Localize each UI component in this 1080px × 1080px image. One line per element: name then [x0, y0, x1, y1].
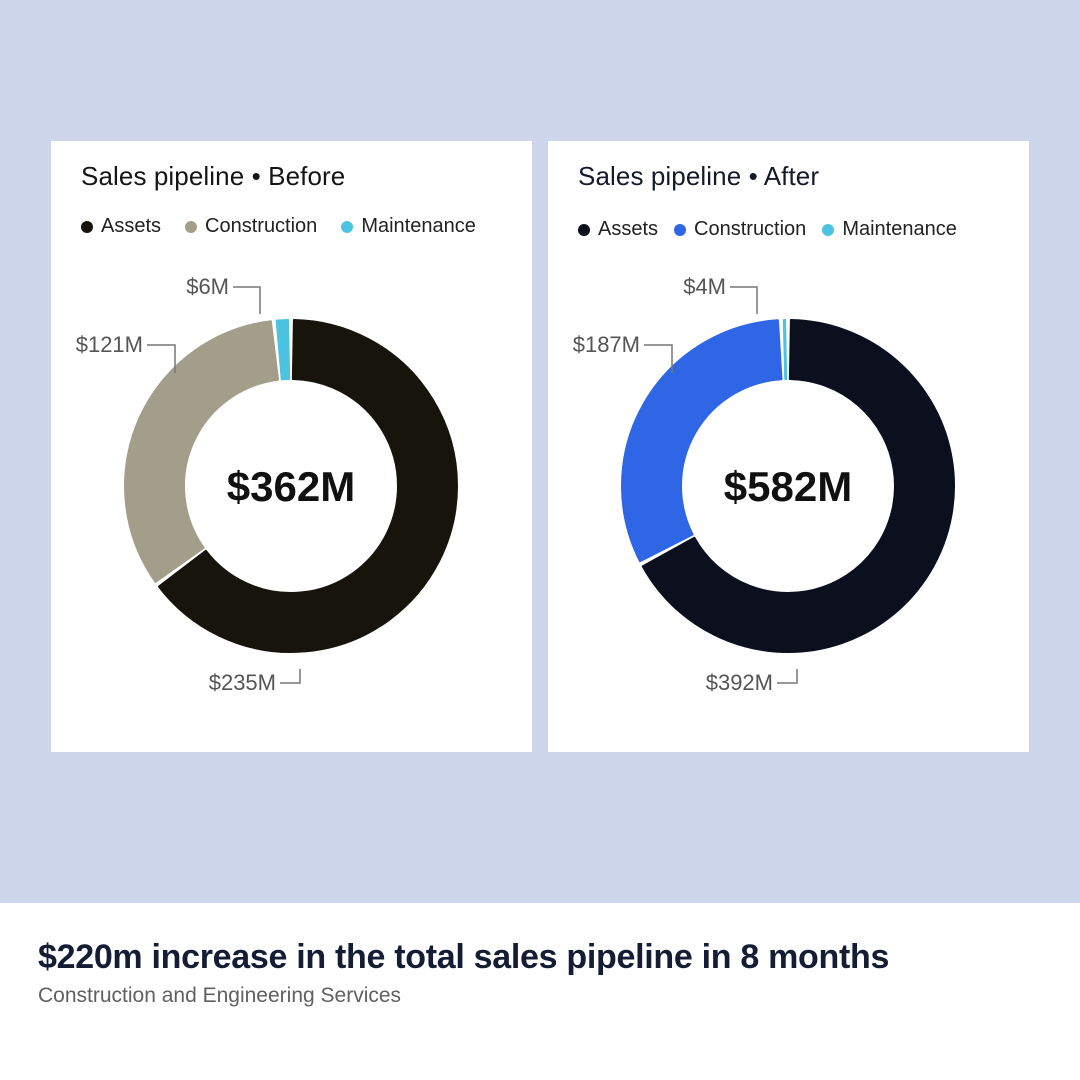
chart-title: Sales pipeline • Before — [81, 161, 346, 191]
label-leader-line — [233, 286, 261, 314]
legend-item-construction: Construction — [674, 218, 806, 241]
chart-legend: Assets Construction Maintenance — [81, 215, 500, 238]
donut-center-total: $582M — [724, 463, 852, 510]
label-leader-line — [147, 344, 176, 373]
legend-item-assets: Assets — [81, 215, 161, 238]
footer-subtitle: Construction and Engineering Services — [38, 984, 402, 1007]
slice-value-label: $235M — [209, 670, 276, 695]
donut-slice-maintenance — [275, 319, 291, 381]
legend-dot-icon — [822, 223, 835, 236]
label-leader-line — [280, 669, 301, 684]
legend-label: Construction — [205, 215, 318, 237]
donut-chart-before: $235M $121M $6M $362M — [76, 274, 458, 695]
footer-headline: $220m increase in the total sales pipeli… — [38, 938, 890, 976]
chart-legend: Assets Construction Maintenance — [578, 218, 973, 241]
label-leader-line — [644, 344, 673, 373]
donut-chart-after: $392M $187M $4M $582M — [573, 274, 955, 695]
legend-item-maintenance: Maintenance — [822, 218, 957, 241]
legend-label: Maintenance — [842, 218, 957, 240]
legend-item-maintenance: Maintenance — [341, 215, 476, 238]
slice-value-label: $6M — [186, 274, 229, 299]
legend-label: Assets — [598, 218, 659, 240]
legend-dot-icon — [185, 220, 198, 233]
slice-value-label: $392M — [706, 670, 773, 695]
after-chart-card: Sales pipeline • After Assets Constructi… — [548, 141, 1029, 752]
legend-label: Assets — [101, 215, 162, 237]
legend-dot-icon — [341, 220, 354, 233]
label-leader-line — [777, 669, 798, 684]
legend-dot-icon — [81, 220, 93, 233]
donut-slice-assets — [157, 319, 458, 653]
slice-value-label: $121M — [76, 332, 143, 357]
donut-slice-maintenance — [782, 319, 788, 381]
chart-title: Sales pipeline • After — [578, 161, 820, 191]
donut-center-total: $362M — [227, 463, 355, 510]
legend-label: Maintenance — [361, 215, 476, 237]
donut-slice-assets — [641, 319, 955, 653]
donut-slice-construction — [124, 320, 280, 583]
legend-label: Construction — [694, 218, 807, 240]
slice-value-label: $4M — [683, 274, 726, 299]
before-chart-card: Sales pipeline • Before Assets Construct… — [51, 141, 532, 752]
donut-slice-construction — [621, 319, 783, 563]
legend-item-assets: Assets — [578, 218, 658, 241]
legend-dot-icon — [578, 223, 590, 236]
legend-dot-icon — [674, 223, 687, 236]
legend-item-construction: Construction — [185, 215, 317, 238]
label-leader-line — [730, 286, 758, 314]
slice-value-label: $187M — [573, 332, 640, 357]
